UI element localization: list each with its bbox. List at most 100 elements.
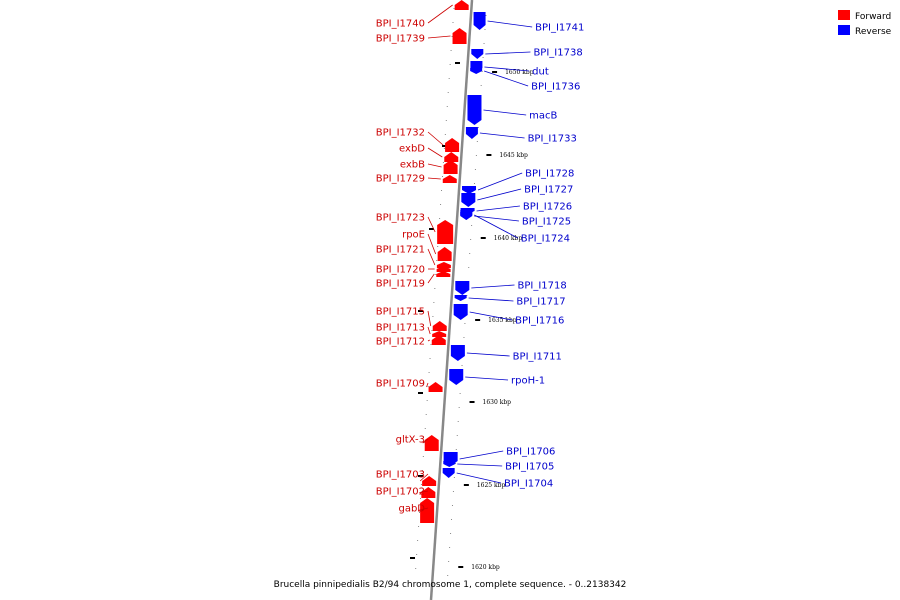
tick-dot (426, 400, 428, 401)
tick-dot (439, 218, 441, 219)
legend-reverse-label: Reverse (855, 27, 892, 37)
gene-leader-line (427, 339, 430, 342)
gene-leader-line (427, 163, 442, 168)
scale-tick-right (475, 319, 481, 321)
tick-dot (480, 85, 482, 86)
legend-forward-swatch (838, 10, 850, 20)
gene-leader-line (474, 215, 519, 222)
scale-tick-left (455, 62, 460, 64)
gene-label-bpi-i1736: BPI_I1736 (531, 82, 580, 93)
gene-label-bpi-i1705: BPI_I1705 (505, 462, 554, 473)
tick-dot (425, 414, 427, 415)
tick-dot (456, 435, 458, 436)
tick-dot (441, 190, 443, 191)
tick-dot (483, 43, 485, 44)
scale-label: 1645 kbp (499, 152, 528, 159)
gene-label-gltx-3: gltX-3 (396, 435, 425, 446)
tick-dot (420, 484, 422, 485)
tick-dot (466, 295, 468, 296)
tick-dot (417, 540, 419, 541)
tick-dot (429, 358, 431, 359)
gene-leader-line (465, 376, 509, 381)
gene-label-bpi-i1729: BPI_I1729 (376, 174, 425, 185)
gene-leader-line (427, 35, 451, 39)
tick-dot (461, 365, 463, 366)
gene-arrow-bpi-i1729 (442, 175, 457, 183)
tick-dot (473, 183, 475, 184)
gene-leader-line (427, 310, 432, 327)
gene-arrow-gabd (420, 498, 435, 523)
gene-leader-line (422, 438, 429, 444)
chromosome-axis (429, 0, 474, 600)
gene-label-bpi-i1726: BPI_I1726 (523, 202, 572, 213)
gene-leader-line (485, 51, 531, 55)
tick-dot (416, 554, 418, 555)
gene-arrow-bpi-i1736 (470, 68, 483, 74)
gene-leader-line (427, 233, 437, 255)
tick-dot (471, 225, 473, 226)
gene-label-bpi-i1720: BPI_I1720 (376, 265, 425, 276)
tick-dot (474, 169, 476, 170)
tick-dot (435, 274, 437, 275)
scale-label: 1650 kbp (505, 69, 534, 76)
scale-tick-right (463, 484, 469, 486)
gene-label-bpi-i1719: BPI_I1719 (376, 279, 425, 290)
gene-leader-line (477, 172, 523, 191)
gene-label-exbb: exbB (400, 160, 425, 171)
gene-leader-line (426, 382, 429, 388)
gene-label-bpi-i1711: BPI_I1711 (513, 352, 562, 363)
gene-leader-line (427, 147, 443, 158)
gene-leader-line (476, 205, 520, 212)
gene-leader-line (479, 132, 525, 139)
gene-arrow-rpoe (437, 247, 452, 261)
gene-label-rpoe: rpoE (402, 230, 425, 241)
scale-label: 1620 kbp (471, 564, 500, 571)
tick-dot (422, 456, 424, 457)
tick-dot (451, 505, 453, 506)
tick-dot (437, 246, 439, 247)
tick-dot (454, 463, 456, 464)
scale-tick-left (410, 557, 415, 559)
gene-features: BPI_I1740 BPI_I1739 BPI_I1732 exbD exbB BPI_I… (376, 0, 584, 523)
gene-leader-line (427, 177, 441, 180)
gene-leader-line (469, 311, 513, 321)
tick-dot (452, 491, 454, 492)
tick-dot (424, 428, 426, 429)
tick-dot (450, 50, 452, 51)
scale-tick-right (486, 154, 492, 156)
tick-dot (451, 36, 453, 37)
scale-label: 1630 kbp (483, 399, 512, 406)
scale-tick-left (418, 392, 423, 394)
tick-dot (455, 449, 457, 450)
gene-label-bpi-i1709: BPI_I1709 (376, 379, 425, 390)
gene-label-bpi-i1740: BPI_I1740 (376, 19, 425, 30)
tick-dot (481, 71, 483, 72)
gene-label-bpi-i1702: BPI_I1702 (376, 487, 425, 498)
gene-leader-line (419, 490, 429, 493)
tick-dot (432, 316, 434, 317)
gene-label-bpi-i1724: BPI_I1724 (521, 234, 570, 245)
gene-arrow-bpi-i1727 (461, 193, 476, 207)
gene-leader-line (468, 297, 514, 302)
tick-dot (440, 204, 442, 205)
tick-dot (484, 29, 486, 30)
tick-dot (470, 239, 472, 240)
gene-label-bpi-i1738: BPI_I1738 (533, 48, 582, 59)
scale-tick-right (492, 71, 498, 73)
tick-dot (449, 547, 451, 548)
gene-arrow-bpi-i1709 (428, 382, 443, 392)
tick-dot (482, 57, 484, 58)
tick-dot (415, 568, 417, 569)
tick-dot (464, 323, 466, 324)
gene-arrow-exbd (444, 152, 459, 162)
tick-dot (430, 344, 432, 345)
gene-arrow-bpi-i1720 (436, 266, 451, 272)
tick-dot (428, 372, 430, 373)
tick-dot (475, 155, 477, 156)
tick-dot (458, 407, 460, 408)
tick-dot (452, 22, 454, 23)
gene-arrow-gltx-3 (424, 435, 439, 451)
gene-label-bpi-i1718: BPI_I1718 (518, 281, 567, 292)
tick-dot (447, 575, 449, 576)
